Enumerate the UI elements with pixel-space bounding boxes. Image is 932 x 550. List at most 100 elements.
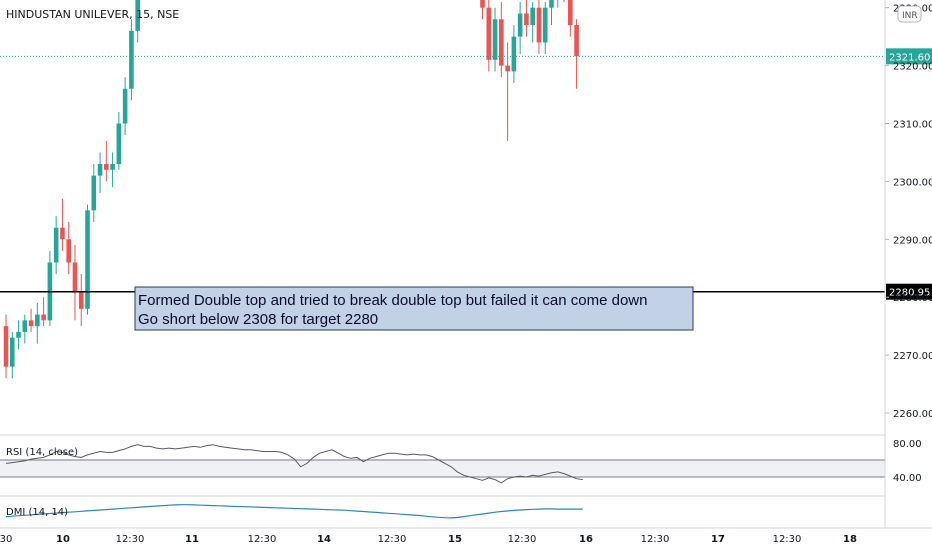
candle xyxy=(517,1,523,55)
annotation-box[interactable]: Formed Double top and tried to break dou… xyxy=(134,286,694,331)
time-tick-label: 15 xyxy=(448,534,462,545)
candle xyxy=(47,250,53,327)
candle-body xyxy=(91,175,97,211)
candle-body xyxy=(135,0,140,31)
candle-body xyxy=(85,210,90,309)
rsi-band xyxy=(0,460,885,477)
rsi-tick-label: 80.00 xyxy=(893,439,922,450)
candle-body xyxy=(116,123,122,165)
time-tick-label: 12:30 xyxy=(248,534,277,545)
annotation-line-1: Formed Double top and tried to break dou… xyxy=(138,292,647,309)
candle xyxy=(104,140,109,182)
time-tick-label: 11 xyxy=(185,534,199,545)
annotation-line-2: Go short below 2308 for target 2280 xyxy=(138,311,378,328)
candle-body xyxy=(104,164,109,170)
candle xyxy=(85,204,90,315)
price-tick-label: 2260.00 xyxy=(893,409,932,420)
candle xyxy=(16,320,21,350)
candle-body xyxy=(97,164,103,176)
time-tick-label: 14 xyxy=(317,534,331,545)
dmi-line xyxy=(5,504,583,519)
candle xyxy=(35,302,40,344)
price-tick-label: 2310.00 xyxy=(893,120,932,131)
candle xyxy=(116,111,122,170)
candle xyxy=(122,77,128,136)
candle-body xyxy=(72,262,78,292)
candle xyxy=(97,152,103,193)
candle-body xyxy=(22,320,28,332)
chart-title: HINDUSTAN UNILEVER, 15, NSE xyxy=(6,8,179,21)
rsi-pane: 80.00 40.00 xyxy=(0,439,922,484)
candle xyxy=(549,0,554,26)
candle xyxy=(524,0,529,37)
candle xyxy=(557,0,559,8)
candle-body xyxy=(486,7,492,60)
candle xyxy=(3,314,9,379)
time-tick-label: 16 xyxy=(579,534,593,545)
time-axis[interactable]: 30 10 12:30 11 12:30 14 12:30 15 12:30 16 12:30 17 1… xyxy=(0,527,932,545)
candle xyxy=(486,0,492,72)
price-tick-label: 2320.00 xyxy=(893,62,932,73)
candle-body xyxy=(122,88,128,124)
candle-body xyxy=(60,227,65,240)
level-tag-label: 2280.95 xyxy=(889,288,930,299)
candle-body xyxy=(28,320,34,327)
candle xyxy=(41,297,46,327)
candle-body xyxy=(129,30,134,89)
currency-label: INR xyxy=(902,11,918,21)
time-tick-label: 10 xyxy=(56,534,70,545)
candle-body xyxy=(505,65,510,72)
candle xyxy=(480,0,485,20)
rsi-tick-label: 40.00 xyxy=(893,473,922,484)
time-tick-label: 18 xyxy=(843,534,857,545)
price-tick-label: 2270.00 xyxy=(893,351,932,362)
candle xyxy=(129,19,134,101)
candle-body xyxy=(16,331,21,338)
candle-body xyxy=(536,7,542,43)
time-tick-label: 30 xyxy=(0,534,12,545)
candle-body xyxy=(41,314,46,321)
candle-body xyxy=(66,239,71,263)
level-tag xyxy=(886,283,932,300)
candle-body xyxy=(530,7,535,26)
candle xyxy=(499,1,504,78)
currency-badge[interactable]: INR xyxy=(897,5,922,23)
rsi-label: RSI (14, close) xyxy=(6,447,78,458)
time-tick-label: 12:30 xyxy=(116,534,145,545)
candle xyxy=(91,164,97,222)
candle xyxy=(511,25,517,83)
dmi-pane xyxy=(5,504,583,519)
candle xyxy=(574,19,579,89)
candle-body xyxy=(480,0,485,8)
time-tick-label: 17 xyxy=(711,534,725,545)
candle-body xyxy=(549,0,554,8)
dmi-label: DMI (14, 14) xyxy=(6,507,68,518)
candle xyxy=(53,216,59,275)
time-tick-label: 12:30 xyxy=(378,534,407,545)
time-tick-label: 12:30 xyxy=(641,534,670,545)
candle xyxy=(28,308,34,332)
candle xyxy=(72,245,78,321)
candle-body xyxy=(568,0,573,26)
current-price-tag xyxy=(886,48,932,65)
candle-body xyxy=(3,326,9,367)
time-tick-label: 12:30 xyxy=(773,534,802,545)
candle-body xyxy=(492,19,498,60)
candle xyxy=(22,314,28,344)
price-tick-label: 2280.00 xyxy=(893,293,932,304)
candle-body xyxy=(517,13,523,37)
time-tick-label: 12:30 xyxy=(508,534,537,545)
rsi-line xyxy=(5,444,583,484)
candle-body xyxy=(110,164,115,170)
candle xyxy=(542,1,548,55)
candle xyxy=(536,0,542,55)
candle-body xyxy=(9,337,15,367)
current-price-label: 2321.60 xyxy=(889,52,930,63)
candle xyxy=(505,42,510,141)
grid-lines xyxy=(0,434,885,497)
candle xyxy=(66,221,71,275)
candle-body xyxy=(53,227,59,263)
candle xyxy=(135,0,140,43)
